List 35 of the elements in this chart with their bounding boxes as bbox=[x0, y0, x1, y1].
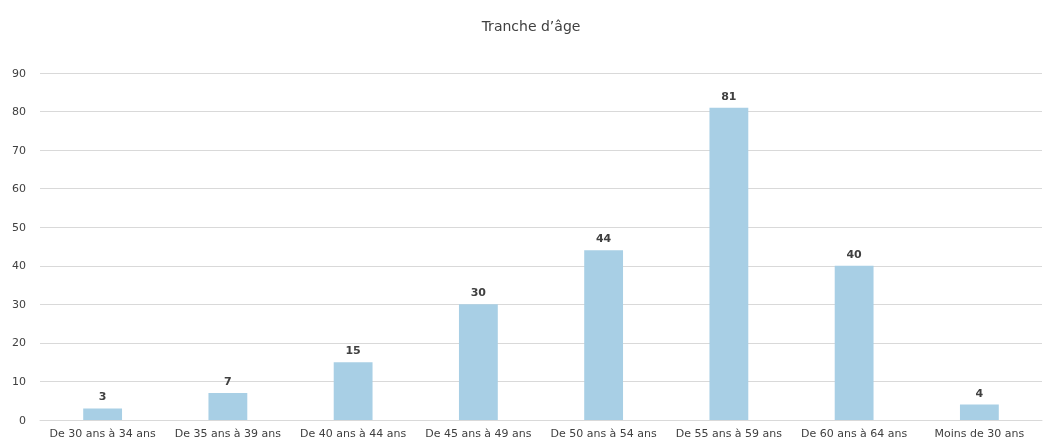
y-tick-label: 60 bbox=[12, 182, 26, 196]
bar bbox=[208, 393, 248, 420]
data-label: 7 bbox=[224, 375, 232, 389]
data-label: 44 bbox=[595, 232, 612, 246]
bar bbox=[709, 107, 749, 420]
x-tick-label: De 30 ans à 34 ans bbox=[49, 427, 157, 440]
data-label: 3 bbox=[98, 390, 107, 404]
y-tick-label: 80 bbox=[12, 105, 26, 119]
x-tick-label: De 40 ans à 44 ans bbox=[299, 427, 407, 440]
x-tick-label: De 50 ans à 54 ans bbox=[550, 427, 658, 440]
y-tick-label: 20 bbox=[12, 336, 26, 350]
bar bbox=[458, 304, 498, 420]
bar bbox=[959, 404, 999, 420]
x-tick-label: Moins de 30 ans bbox=[934, 427, 1025, 440]
y-tick-label: 10 bbox=[12, 374, 26, 388]
bar bbox=[83, 408, 123, 420]
bar bbox=[834, 265, 874, 420]
y-tick-label: 40 bbox=[12, 259, 26, 273]
x-tick-label: De 60 ans à 64 ans bbox=[800, 427, 908, 440]
bar bbox=[333, 362, 373, 420]
data-label: 30 bbox=[470, 286, 487, 300]
x-tick-label: De 35 ans à 39 ans bbox=[174, 427, 282, 440]
data-label: 4 bbox=[975, 386, 984, 400]
x-tick-label: De 55 ans à 59 ans bbox=[675, 427, 783, 440]
x-tick-label: De 45 ans à 49 ans bbox=[425, 427, 532, 440]
data-label: 40 bbox=[846, 247, 863, 261]
y-tick-label: 50 bbox=[12, 220, 26, 234]
chart-title: Tranche d’âge bbox=[480, 18, 581, 34]
y-tick-label: 30 bbox=[12, 297, 26, 311]
bar bbox=[584, 250, 624, 420]
data-label: 81 bbox=[721, 89, 737, 103]
y-tick-label: 70 bbox=[12, 143, 26, 157]
y-tick-label: 90 bbox=[12, 66, 26, 80]
data-label: 15 bbox=[345, 344, 361, 358]
y-tick-label: 0 bbox=[19, 413, 26, 427]
